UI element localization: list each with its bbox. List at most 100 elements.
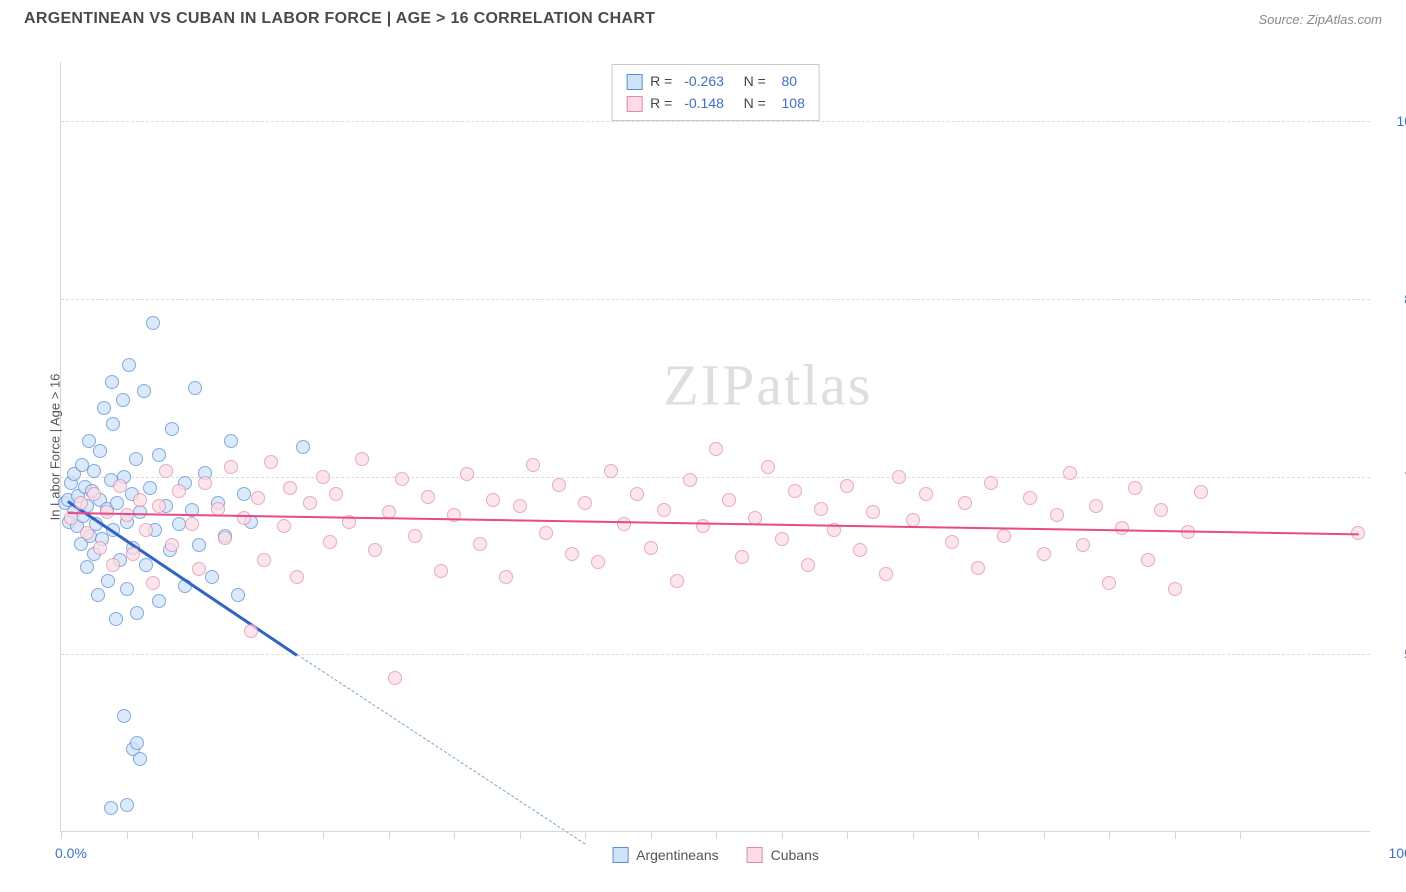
x-tick (585, 831, 586, 839)
data-point (761, 460, 775, 474)
data-point (1115, 521, 1129, 535)
data-point (277, 519, 291, 533)
data-point (1102, 576, 1116, 590)
x-tick (847, 831, 848, 839)
stats-row: R = -0.263 N = 80 (626, 71, 805, 93)
data-point (971, 561, 985, 575)
data-point (303, 496, 317, 510)
data-point (113, 479, 127, 493)
data-point (97, 401, 111, 415)
data-point (80, 560, 94, 574)
data-point (1141, 553, 1155, 567)
data-point (316, 470, 330, 484)
x-axis-min-label: 0.0% (55, 845, 87, 861)
stats-row: R = -0.148 N = 108 (626, 93, 805, 115)
x-tick (716, 831, 717, 839)
legend-swatch (747, 847, 763, 863)
x-tick (323, 831, 324, 839)
data-point (604, 464, 618, 478)
y-tick-label: 85.0% (1380, 291, 1406, 307)
x-tick (1240, 831, 1241, 839)
data-point (130, 606, 144, 620)
stats-legend: R = -0.263 N = 80R = -0.148 N = 108 (611, 64, 820, 121)
data-point (323, 535, 337, 549)
data-point (395, 472, 409, 486)
data-point (165, 422, 179, 436)
x-tick (978, 831, 979, 839)
data-point (866, 505, 880, 519)
chart-container: In Labor Force | Age > 16 ZIPatlas 0.0% … (18, 44, 1390, 884)
data-point (578, 496, 592, 510)
data-point (87, 487, 101, 501)
data-point (93, 444, 107, 458)
data-point (722, 493, 736, 507)
data-point (801, 558, 815, 572)
data-point (644, 541, 658, 555)
x-tick (651, 831, 652, 839)
data-point (87, 464, 101, 478)
data-point (185, 517, 199, 531)
data-point (152, 499, 166, 513)
data-point (788, 484, 802, 498)
data-point (264, 455, 278, 469)
data-point (1154, 503, 1168, 517)
data-point (146, 316, 160, 330)
legend-swatch (612, 847, 628, 863)
data-point (146, 576, 160, 590)
r-label: R = (650, 93, 676, 115)
data-point (283, 481, 297, 495)
data-point (473, 537, 487, 551)
n-label: N = (732, 71, 774, 93)
data-point (526, 458, 540, 472)
data-point (122, 358, 136, 372)
data-point (224, 460, 238, 474)
series-legend: ArgentineansCubans (612, 847, 819, 863)
data-point (152, 594, 166, 608)
n-value: 108 (782, 93, 805, 115)
data-point (129, 452, 143, 466)
data-point (198, 476, 212, 490)
data-point (539, 526, 553, 540)
x-tick (389, 831, 390, 839)
x-tick (1109, 831, 1110, 839)
data-point (126, 547, 140, 561)
x-tick (782, 831, 783, 839)
x-axis-max-label: 100.0% (1389, 845, 1406, 861)
x-tick (258, 831, 259, 839)
data-point (552, 478, 566, 492)
data-point (892, 470, 906, 484)
data-point (1089, 499, 1103, 513)
gridline (61, 299, 1370, 300)
data-point (130, 736, 144, 750)
data-point (91, 588, 105, 602)
trend-line-extrapolated (297, 654, 586, 844)
data-point (93, 541, 107, 555)
data-point (388, 671, 402, 685)
data-point (139, 523, 153, 537)
data-point (116, 393, 130, 407)
data-point (657, 503, 671, 517)
data-point (775, 532, 789, 546)
data-point (709, 442, 723, 456)
data-point (355, 452, 369, 466)
data-point (1194, 485, 1208, 499)
data-point (192, 538, 206, 552)
data-point (257, 553, 271, 567)
data-point (879, 567, 893, 581)
data-point (172, 517, 186, 531)
data-point (421, 490, 435, 504)
data-point (106, 417, 120, 431)
data-point (133, 752, 147, 766)
data-point (192, 562, 206, 576)
n-label: N = (732, 93, 774, 115)
x-tick (454, 831, 455, 839)
data-point (188, 381, 202, 395)
data-point (218, 531, 232, 545)
data-point (106, 558, 120, 572)
data-point (109, 612, 123, 626)
data-point (143, 481, 157, 495)
data-point (499, 570, 513, 584)
data-point (205, 570, 219, 584)
data-point (814, 502, 828, 516)
data-point (591, 555, 605, 569)
